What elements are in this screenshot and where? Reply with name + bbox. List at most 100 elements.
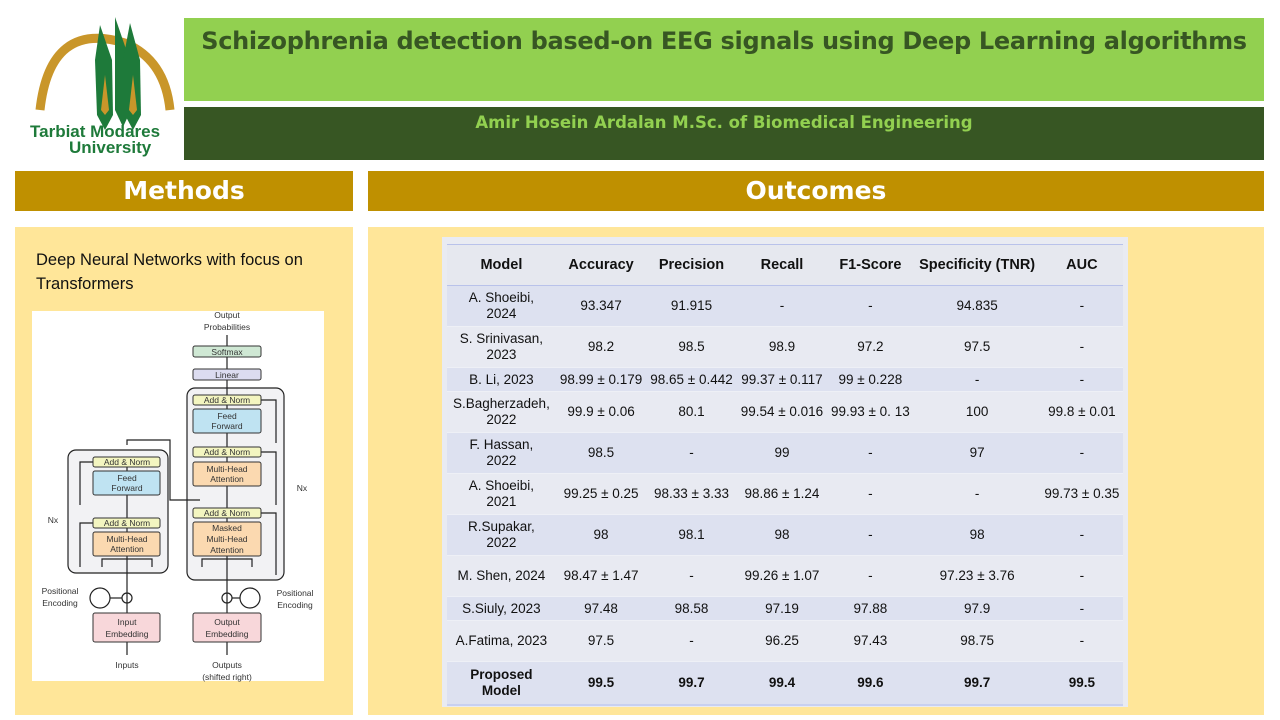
metric-cell: -	[827, 285, 914, 327]
table-row: R.Supakar, 2022 98 98.1 98-98-	[447, 514, 1123, 556]
metric-cell: 99.6	[827, 661, 914, 706]
svg-text:Add & Norm: Add & Norm	[104, 457, 150, 467]
svg-text:Masked: Masked	[212, 523, 242, 533]
metric-cell: -	[827, 514, 914, 556]
metric-cell: 97.88	[827, 596, 914, 621]
metric-cell: 98	[913, 514, 1041, 556]
svg-text:Softmax: Softmax	[211, 347, 243, 357]
metric-cell: -	[1040, 285, 1123, 327]
metric-cell: 80.1	[646, 391, 737, 433]
metric-cell: -	[827, 473, 914, 515]
author-banner: Amir Hosein Ardalan M.Sc. of Biomedical …	[184, 107, 1264, 160]
metric-cell: 98.5	[555, 432, 647, 474]
metric-cell: 97	[913, 432, 1041, 474]
svg-text:Feed: Feed	[217, 411, 237, 421]
outcomes-heading: Outcomes	[368, 171, 1264, 211]
metric-cell: 98	[555, 514, 647, 556]
metric-cell: 97.48	[555, 596, 647, 621]
svg-text:Attention: Attention	[210, 545, 244, 555]
model-cell: A. Shoeibi, 2021	[447, 473, 556, 515]
svg-text:Multi-Head: Multi-Head	[106, 534, 147, 544]
metric-cell: 99.4	[736, 661, 828, 706]
svg-text:Embedding: Embedding	[205, 629, 248, 639]
metric-cell: -	[736, 285, 828, 327]
metric-cell: 97.5	[913, 326, 1041, 368]
metric-cell: 99.26 ± 1.07	[736, 555, 828, 597]
transformer-architecture-diagram: Output Probabilities Softmax Linear Add …	[32, 310, 324, 682]
model-cell: Proposed Model	[447, 661, 556, 706]
svg-text:Nx: Nx	[48, 515, 59, 525]
title-banner: Schizophrenia detection based-on EEG sig…	[184, 18, 1264, 101]
table-header-row: Model Accuracy Precision Recall F1-Score Spec…	[447, 244, 1123, 286]
svg-text:Attention: Attention	[210, 474, 244, 484]
svg-text:Add & Norm: Add & Norm	[204, 447, 250, 457]
metric-cell: -	[827, 432, 914, 474]
metric-cell: 98.2	[555, 326, 647, 368]
svg-text:Encoding: Encoding	[42, 598, 78, 608]
table-row: A. Shoeibi, 2021 99.25 ± 0.25 98.33 ± 3.33…	[447, 473, 1123, 515]
column-header: Recall	[736, 244, 828, 286]
metric-cell: 99.8 ± 0.01	[1040, 391, 1123, 433]
metric-cell: 99 ± 0.228	[827, 367, 914, 392]
model-cell: S.Bagherzadeh, 2022	[447, 391, 556, 433]
metric-cell: 99.73 ± 0.35	[1040, 473, 1123, 515]
table-row: S.Siuly, 2023 97.48 98.58 97.19 97.88 97.9-	[447, 596, 1123, 621]
column-header: F1-Score	[827, 244, 914, 286]
svg-text:Forward: Forward	[211, 421, 242, 431]
metric-cell: 98	[736, 514, 828, 556]
table-row: S.Bagherzadeh, 2022 99.9 ± 0.06 80.1 99.54 …	[447, 391, 1123, 433]
poster-title: Schizophrenia detection based-on EEG sig…	[201, 27, 1247, 55]
svg-text:Probabilities: Probabilities	[204, 322, 250, 332]
metric-cell: 99.25 ± 0.25	[555, 473, 647, 515]
svg-text:Add & Norm: Add & Norm	[204, 395, 250, 405]
metric-cell: -	[1040, 432, 1123, 474]
table-row: A. Shoeibi, 2024 93.347 91.915- -94.835-	[447, 285, 1123, 327]
metric-cell: -	[913, 367, 1041, 392]
metric-cell: 97.2	[827, 326, 914, 368]
metric-cell: -	[827, 555, 914, 597]
table-row: F. Hassan, 2022 98.5-99-97-	[447, 432, 1123, 474]
metric-cell: -	[913, 473, 1041, 515]
metric-cell: -	[646, 620, 737, 662]
methods-description: Deep Neural Networks with focus on Trans…	[36, 251, 303, 293]
model-cell: A. Shoeibi, 2024	[447, 285, 556, 327]
svg-text:Inputs: Inputs	[115, 660, 138, 670]
metric-cell: 100	[913, 391, 1041, 433]
column-header: Accuracy	[555, 244, 647, 286]
metric-cell: 93.347	[555, 285, 647, 327]
model-cell: F. Hassan, 2022	[447, 432, 556, 474]
metric-cell: -	[1040, 326, 1123, 368]
metric-cell: 98.5	[646, 326, 737, 368]
svg-text:Input: Input	[118, 617, 138, 627]
svg-text:(shifted right): (shifted right)	[202, 672, 252, 682]
svg-text:Embedding: Embedding	[105, 629, 148, 639]
metric-cell: 99.7	[913, 661, 1041, 706]
table-row: B. Li, 2023 98.99 ± 0.179 98.65 ± 0.442 99.…	[447, 367, 1123, 392]
metric-cell: -	[646, 555, 737, 597]
table-row: A.Fatima, 2023 97.5-96.25 97.43 98.75-	[447, 620, 1123, 662]
table-row: S. Srinivasan, 2023 98.2 98.5 98.9 97.2 97.5-	[447, 326, 1123, 368]
metric-cell: 99.93 ± 0. 13	[827, 391, 914, 433]
metric-cell: 97.43	[827, 620, 914, 662]
metric-cell: -	[1040, 514, 1123, 556]
metric-cell: 98.75	[913, 620, 1041, 662]
svg-text:Feed: Feed	[117, 473, 137, 483]
metric-cell: 96.25	[736, 620, 828, 662]
svg-text:Positional: Positional	[42, 586, 79, 596]
metric-cell: -	[1040, 620, 1123, 662]
model-cell: A.Fatima, 2023	[447, 620, 556, 662]
outcomes-table: Model Accuracy Precision Recall F1-Score Spec…	[442, 237, 1128, 707]
model-cell: M. Shen, 2024	[447, 555, 556, 597]
svg-text:Multi-Head: Multi-Head	[206, 534, 247, 544]
svg-text:Positional: Positional	[277, 588, 314, 598]
metric-cell: 98.33 ± 3.33	[646, 473, 737, 515]
metric-cell: 98.99 ± 0.179	[555, 367, 647, 392]
metric-cell: 97.9	[913, 596, 1041, 621]
svg-text:Output: Output	[214, 617, 240, 627]
metric-cell: 99	[736, 432, 828, 474]
metric-cell: 97.19	[736, 596, 828, 621]
model-cell: S. Srinivasan, 2023	[447, 326, 556, 368]
column-header: Model	[447, 244, 556, 286]
metric-cell: 98.1	[646, 514, 737, 556]
metric-cell: 97.5	[555, 620, 647, 662]
